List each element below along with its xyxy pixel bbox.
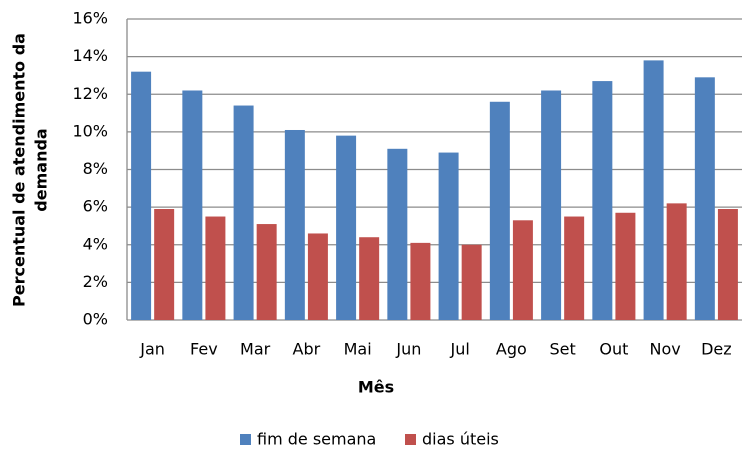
bar	[387, 148, 408, 320]
y-tick-label: 4%	[83, 234, 108, 253]
bar	[205, 216, 226, 320]
legend-swatch	[405, 434, 416, 445]
bar	[512, 220, 533, 320]
x-tick-label: Fev	[190, 340, 218, 359]
x-tick-label: Jun	[395, 340, 421, 359]
bar	[489, 101, 510, 321]
bar	[564, 216, 585, 320]
bar	[541, 90, 562, 320]
bar	[256, 224, 277, 320]
bar	[336, 135, 357, 320]
bar	[643, 60, 664, 320]
y-axis-title-line: Percentual de atendimento da	[10, 33, 29, 307]
bar	[615, 212, 636, 320]
y-axis-title: Percentual de atendimento da demanda	[10, 33, 51, 307]
legend-label: dias úteis	[422, 430, 499, 449]
y-tick-label: 16%	[72, 9, 108, 28]
x-tick-label: Jan	[139, 340, 165, 359]
bar	[410, 242, 431, 320]
legend-label: fim de semana	[257, 430, 376, 449]
bar	[131, 71, 152, 320]
bar	[307, 233, 328, 320]
y-axis-title-line: demanda	[32, 128, 51, 211]
x-tick-label: Ago	[496, 340, 527, 359]
y-tick-label: 8%	[83, 159, 108, 178]
bar	[154, 209, 175, 320]
bar	[284, 129, 305, 320]
y-tick-label: 10%	[72, 121, 108, 140]
x-tick-label: Mai	[344, 340, 372, 359]
legend-swatch	[240, 434, 251, 445]
y-tick-label: 0%	[83, 310, 108, 329]
y-tick-label: 2%	[83, 272, 108, 291]
bar	[694, 77, 715, 320]
y-tick-label: 6%	[83, 197, 108, 216]
bar	[359, 237, 380, 320]
bar	[592, 81, 613, 320]
x-tick-label: Mar	[240, 340, 271, 359]
x-tick-label: Abr	[293, 340, 321, 359]
bar	[461, 244, 482, 320]
x-tick-label: Jul	[449, 340, 469, 359]
y-tick-label: 14%	[72, 46, 108, 65]
x-tick-label: Set	[549, 340, 575, 359]
bar	[233, 105, 254, 320]
y-tick-label: 12%	[72, 84, 108, 103]
x-axis-title: Mês	[358, 378, 394, 397]
bar	[666, 203, 687, 320]
bar	[717, 209, 738, 320]
x-tick-label: Nov	[650, 340, 681, 359]
bar	[182, 90, 203, 320]
x-tick-label: Out	[599, 340, 628, 359]
x-tick-label: Dez	[701, 340, 732, 359]
bar	[438, 152, 459, 320]
